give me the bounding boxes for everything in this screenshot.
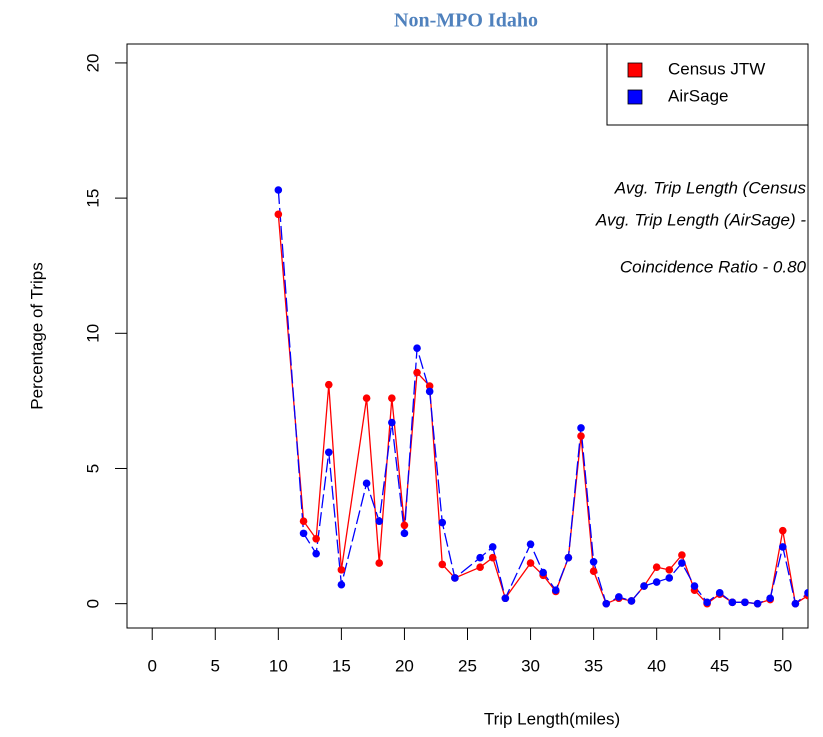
y-axis-label: Percentage of Trips [27, 262, 46, 409]
data-point [425, 382, 434, 390]
data-point [375, 559, 384, 567]
data-point [388, 418, 396, 427]
legend-swatch [627, 89, 643, 105]
data-point [400, 529, 409, 538]
data-point [526, 559, 535, 567]
x-tick-label: 40 [647, 656, 666, 675]
data-point [438, 560, 447, 569]
data-point [375, 517, 384, 526]
y-tick-label: 5 [83, 464, 102, 473]
data-point [753, 599, 762, 608]
data-point [299, 529, 308, 538]
data-point [539, 568, 547, 577]
data-point [451, 574, 459, 582]
data-point [551, 586, 560, 594]
data-point [640, 582, 648, 590]
data-point [488, 543, 497, 551]
x-tick-label: 50 [773, 656, 792, 675]
data-point [678, 551, 686, 559]
data-point [488, 553, 497, 562]
data-point [766, 594, 774, 603]
data-point [312, 549, 320, 558]
annotation: Coincidence Ratio - 0.80 [620, 257, 807, 276]
data-point [778, 526, 787, 535]
data-point [362, 394, 371, 402]
data-point [589, 567, 598, 576]
data-point [476, 563, 484, 571]
data-point [400, 521, 409, 530]
data-point [274, 186, 283, 194]
data-point [337, 566, 346, 574]
data-point [665, 574, 674, 582]
data-point [526, 540, 535, 548]
x-tick-label: 5 [211, 656, 220, 675]
series-line [277, 189, 808, 605]
data-point [577, 432, 585, 440]
legend-box [606, 43, 809, 126]
x-tick-label: 30 [521, 656, 540, 675]
y-tick-label: 20 [83, 53, 102, 72]
data-point [413, 368, 421, 377]
y-tick-label: 0 [83, 599, 102, 608]
x-tick-label: 35 [584, 656, 603, 675]
data-point [476, 553, 484, 562]
data-point [425, 387, 434, 396]
data-point [690, 582, 699, 590]
data-point [388, 394, 396, 402]
x-tick-label: 45 [710, 656, 729, 675]
data-point [652, 563, 661, 571]
data-point [324, 448, 333, 457]
data-point [615, 593, 623, 601]
data-point [778, 543, 787, 551]
data-point [741, 598, 749, 607]
data-point [324, 380, 333, 389]
data-point [438, 518, 447, 527]
legend-swatch [627, 62, 643, 78]
data-point [274, 210, 283, 219]
legend-label: Census JTW [668, 59, 765, 78]
x-tick-label: 25 [458, 656, 477, 675]
data-point [577, 424, 585, 432]
data-point [652, 578, 661, 586]
plot-frame [126, 43, 809, 629]
annotation: Avg. Trip Length (Census [614, 178, 807, 197]
data-point [665, 566, 674, 574]
data-point [501, 594, 510, 603]
data-point [337, 580, 346, 589]
data-point [678, 559, 686, 567]
x-tick-label: 15 [332, 656, 351, 675]
data-point [602, 599, 611, 608]
x-tick-label: 20 [395, 656, 414, 675]
data-point [413, 344, 421, 352]
data-point [791, 599, 800, 608]
data-point [312, 534, 320, 543]
data-point [564, 553, 573, 562]
x-axis-label: Trip Length(miles) [484, 709, 620, 728]
data-point [299, 517, 308, 526]
data-point [715, 589, 724, 597]
x-tick-label: 10 [269, 656, 288, 675]
plot-area: Avg. Trip Length (Census Avg. Trip Length… [274, 178, 808, 608]
chart-title: Non-MPO Idaho [394, 10, 538, 32]
data-point [804, 589, 808, 597]
data-point [589, 557, 598, 566]
y-tick-label: 15 [83, 189, 102, 208]
data-point [627, 597, 636, 605]
legend-label: AirSage [668, 86, 728, 105]
y-tick-label: 10 [83, 324, 102, 343]
annotation: Avg. Trip Length (AirSage) - [595, 210, 806, 229]
data-point [362, 479, 371, 488]
data-point [728, 598, 737, 607]
data-point [703, 598, 711, 607]
x-tick-label: 0 [147, 656, 156, 675]
